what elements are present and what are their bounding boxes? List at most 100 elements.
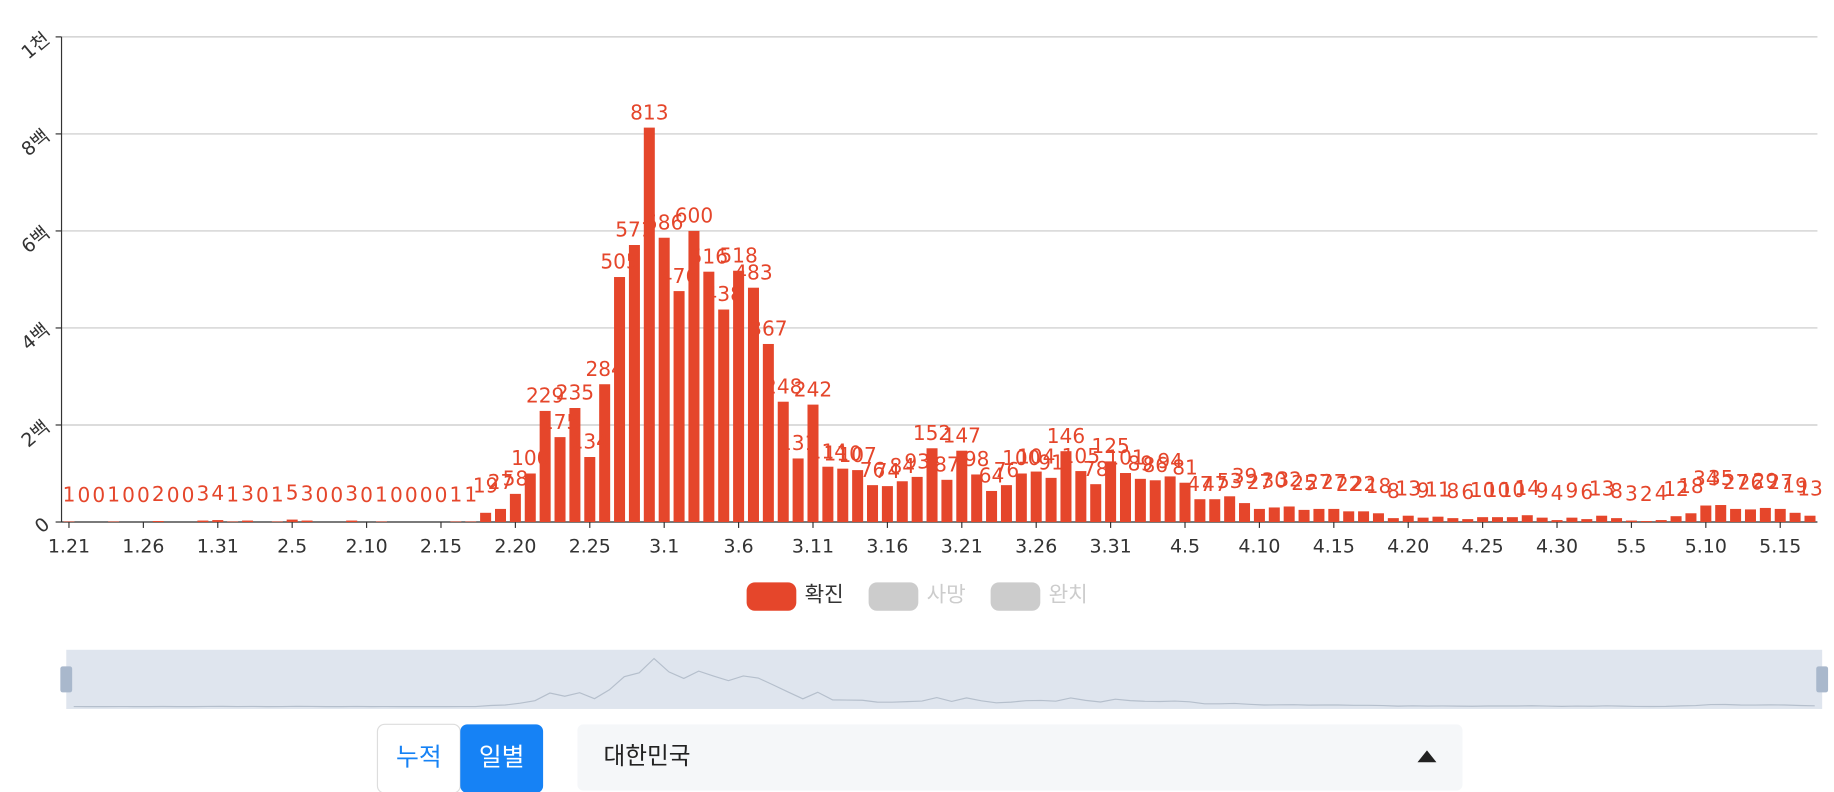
x-tick-label: 3.21 xyxy=(941,535,983,557)
bar xyxy=(152,521,164,523)
bar xyxy=(867,485,879,523)
x-tick-label: 4.30 xyxy=(1536,535,1578,557)
data-label: 91 xyxy=(1038,451,1064,475)
data-label: 39 xyxy=(1232,464,1258,488)
data-label: 114 xyxy=(809,439,847,463)
bar xyxy=(1432,516,1444,523)
data-label: 30 xyxy=(1261,468,1287,492)
data-label: 0 xyxy=(435,483,448,507)
bar xyxy=(1551,520,1563,523)
data-label: 152 xyxy=(913,421,951,445)
zoom-handle[interactable] xyxy=(60,666,73,693)
bar xyxy=(1655,520,1667,523)
bar xyxy=(1298,509,1310,523)
bar xyxy=(852,470,864,523)
data-label: 0 xyxy=(390,483,403,507)
bar xyxy=(1164,476,1176,523)
legend-label: 완치 xyxy=(1049,582,1088,607)
bar xyxy=(346,520,358,523)
bar xyxy=(1283,506,1295,523)
data-label: 1 xyxy=(63,482,76,506)
toggle-daily[interactable] xyxy=(460,724,544,792)
data-label: 87 xyxy=(934,453,960,477)
data-label: 1 xyxy=(226,482,239,506)
bar xyxy=(1462,519,1474,523)
bar xyxy=(971,474,983,523)
data-label: 3 xyxy=(1625,481,1638,505)
bar xyxy=(1625,520,1637,523)
bar xyxy=(1075,471,1087,523)
x-tick-label: 3.1 xyxy=(649,535,679,557)
data-label: 9 xyxy=(1566,479,1579,503)
data-label: 1 xyxy=(271,482,284,506)
data-label: 100 xyxy=(511,446,549,470)
data-label: 175 xyxy=(541,410,579,434)
bar xyxy=(286,519,298,523)
bar xyxy=(1774,508,1786,523)
bar xyxy=(197,520,209,523)
data-label: 110 xyxy=(824,441,862,465)
data-label: 0 xyxy=(137,483,150,507)
data-label: 0 xyxy=(256,483,269,507)
data-label: 105 xyxy=(1062,444,1100,468)
bar xyxy=(1581,519,1593,523)
data-label: 1 xyxy=(375,482,388,506)
bar xyxy=(1402,515,1414,523)
bar xyxy=(1536,517,1548,523)
bar xyxy=(956,450,968,523)
data-label: 2 xyxy=(152,482,165,506)
legend-swatch xyxy=(868,582,919,611)
data-label: 14 xyxy=(1514,476,1540,500)
data-label: 94 xyxy=(1157,449,1183,473)
data-label: 4 xyxy=(211,481,224,505)
bar xyxy=(1253,508,1265,523)
bar xyxy=(747,287,759,523)
x-tick-label: 2.10 xyxy=(346,535,388,557)
bar xyxy=(733,270,745,523)
bar xyxy=(1759,507,1771,523)
data-label: 146 xyxy=(1047,424,1085,448)
data-label: 84 xyxy=(889,454,915,478)
data-label: 22 xyxy=(1336,472,1362,496)
bar xyxy=(1715,505,1727,523)
bar xyxy=(1640,521,1652,523)
bar xyxy=(1268,507,1280,523)
bar xyxy=(1239,503,1251,523)
bar xyxy=(1045,477,1057,523)
data-label: 0 xyxy=(420,483,433,507)
zoom-handle[interactable] xyxy=(1816,666,1829,693)
bar xyxy=(614,277,626,523)
data-label: 10 xyxy=(1470,478,1496,502)
data-label: 9 xyxy=(1536,479,1549,503)
data-label: 11 xyxy=(1425,478,1451,502)
region-dropdown[interactable] xyxy=(577,724,1463,791)
bar xyxy=(1387,518,1399,523)
bar xyxy=(212,520,224,523)
data-label: 78 xyxy=(1083,457,1109,481)
data-label: 32 xyxy=(1276,467,1302,491)
data-label: 8 xyxy=(1446,479,1459,503)
zoom-preview xyxy=(73,657,1815,708)
bar xyxy=(718,309,730,523)
data-label: 518 xyxy=(719,243,757,267)
y-tick-label: 0 xyxy=(31,513,54,538)
bar xyxy=(1134,478,1146,523)
bar xyxy=(703,271,715,523)
bar xyxy=(986,490,998,523)
x-tick-label: 4.15 xyxy=(1313,535,1355,557)
bar xyxy=(1105,461,1117,523)
data-label: 101 xyxy=(1106,446,1144,470)
data-label: 4 xyxy=(1655,481,1668,505)
bar xyxy=(941,479,953,523)
bar xyxy=(777,401,789,523)
bar xyxy=(837,468,849,523)
x-tick-label: 3.16 xyxy=(866,535,908,557)
x-tick-label: 4.20 xyxy=(1387,535,1429,557)
x-tick-label: 1.21 xyxy=(48,535,90,557)
bar xyxy=(1596,515,1608,523)
bar xyxy=(1685,513,1697,523)
data-label: 27 xyxy=(1723,470,1749,494)
y-tick-label: 4백 xyxy=(17,319,54,355)
bar xyxy=(554,437,566,523)
